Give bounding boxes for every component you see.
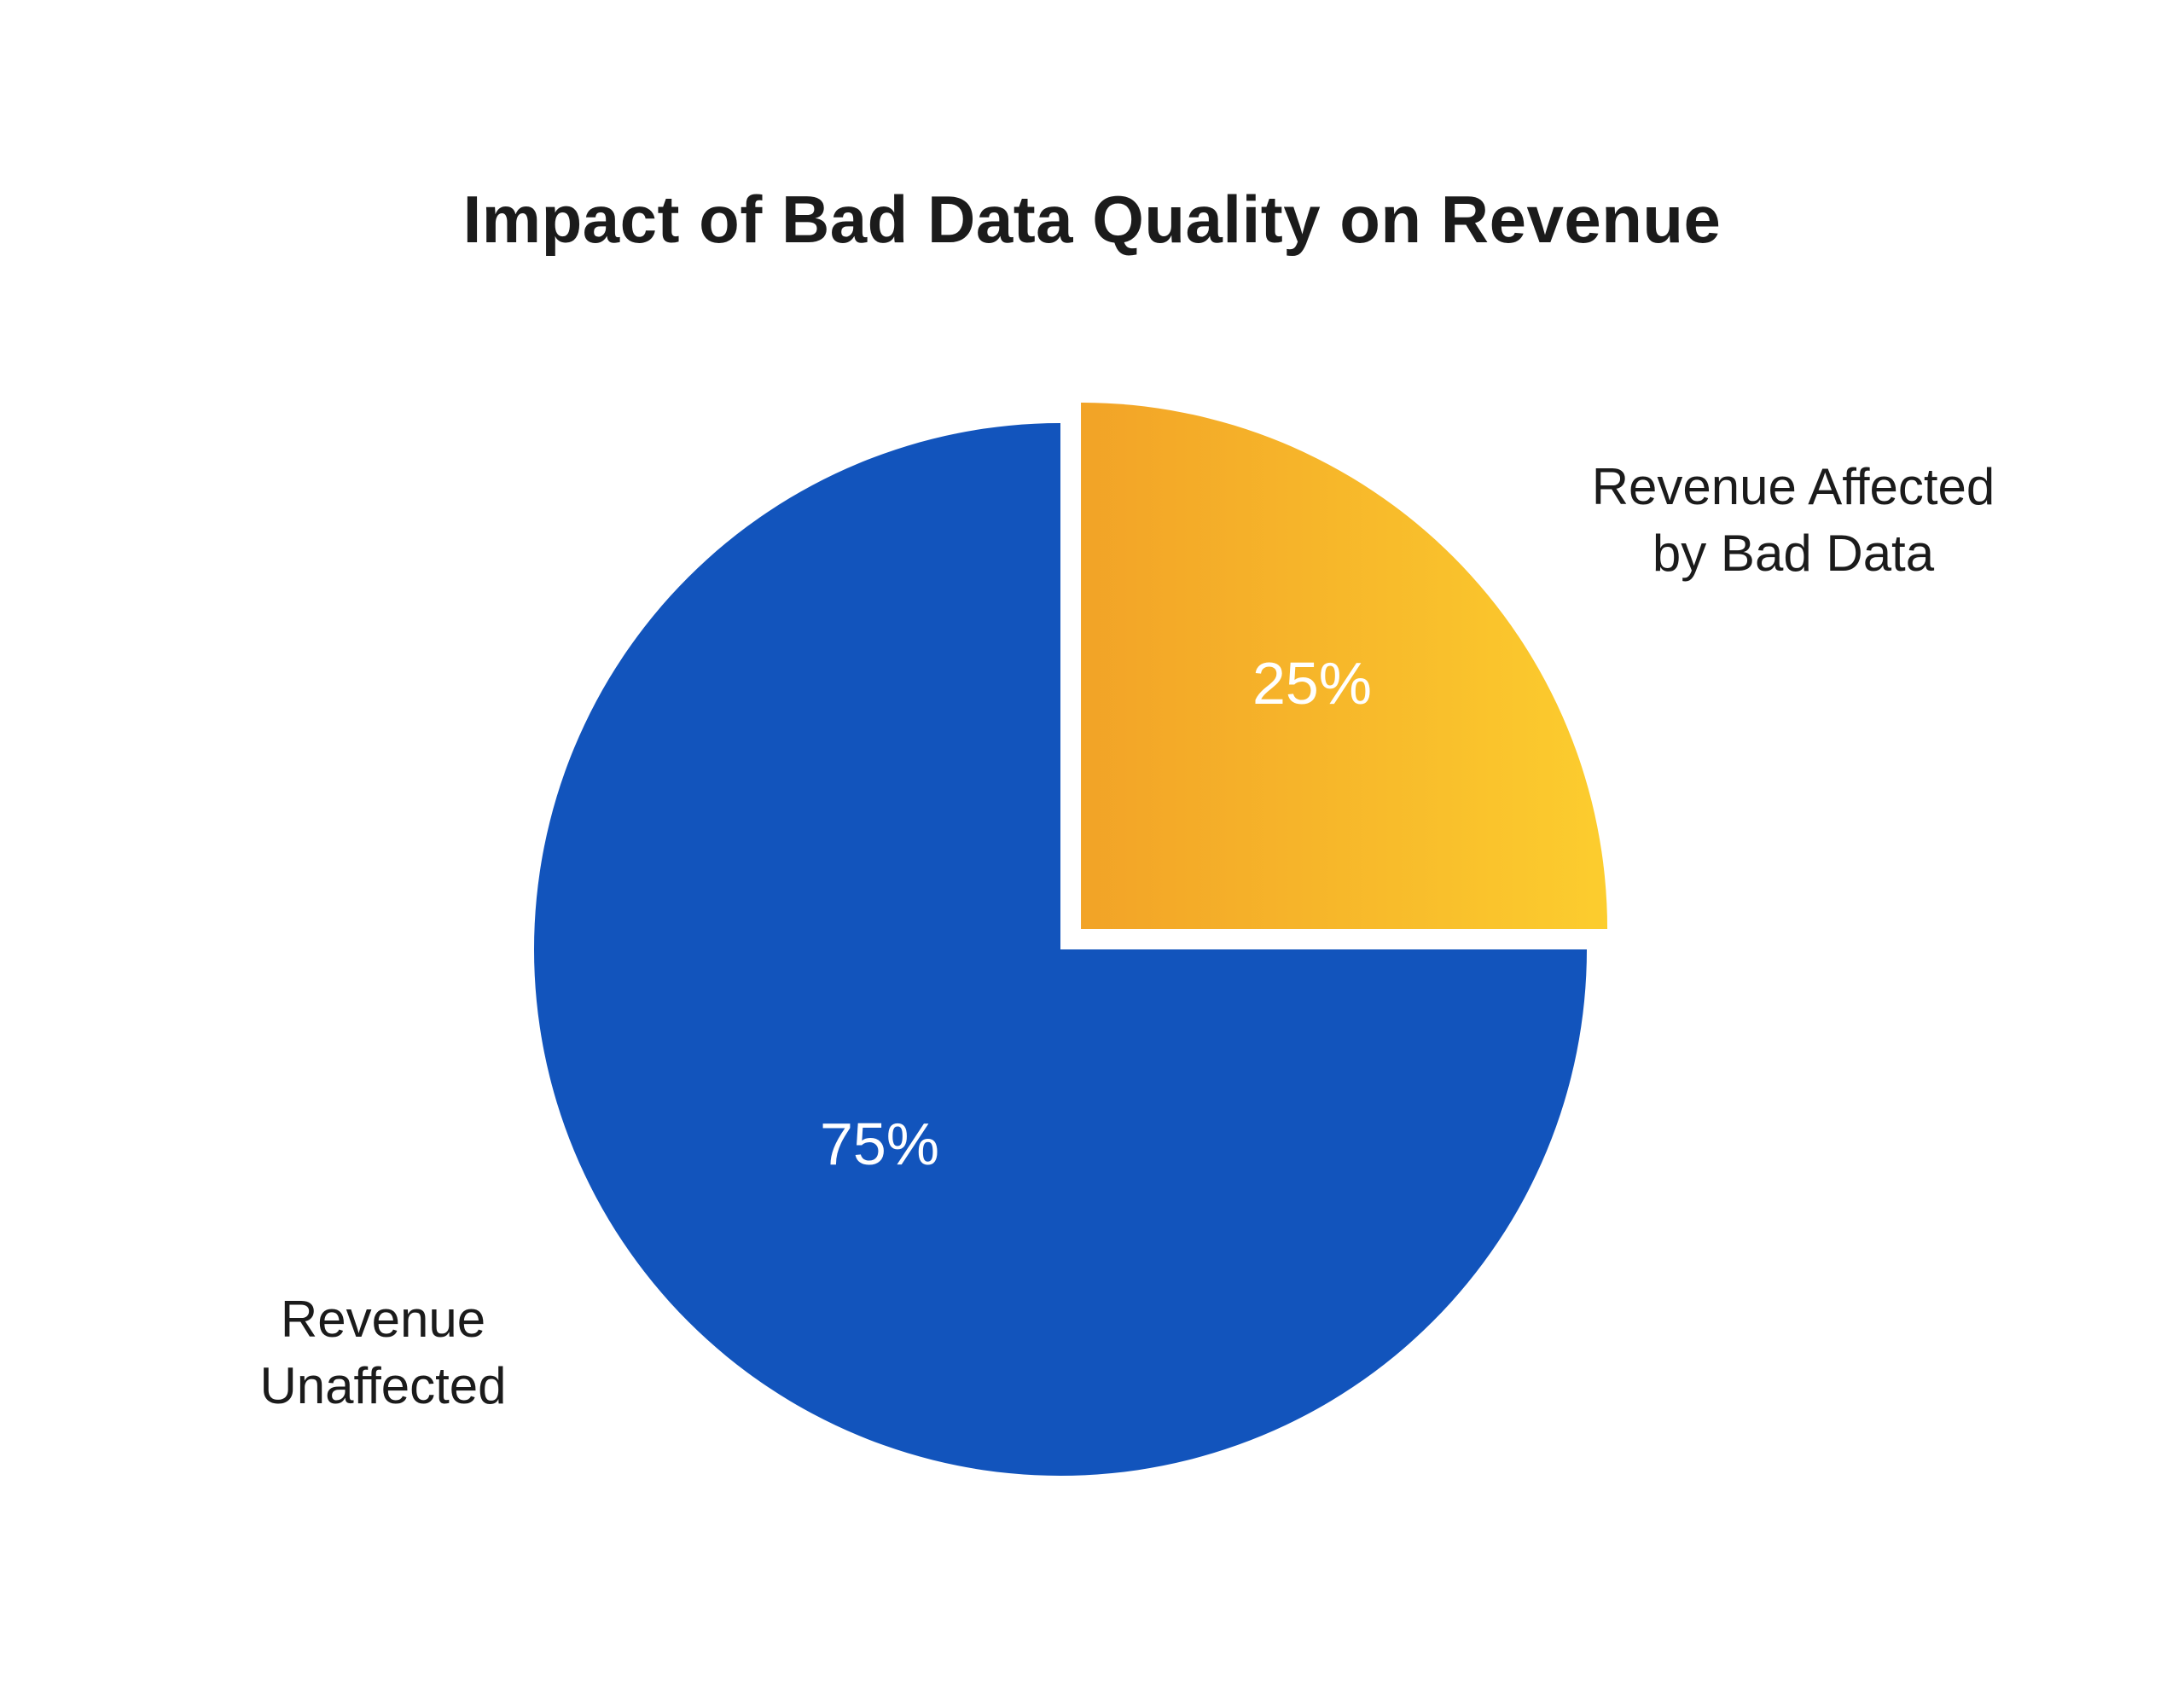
label-revenue-unaffected-line2: Unaffected — [259, 1357, 507, 1414]
label-revenue-affected-line2: by Bad Data — [1652, 525, 1935, 582]
label-revenue-affected-line1: Revenue Affected — [1591, 458, 1995, 515]
chart-title: Impact of Bad Data Quality on Revenue — [462, 182, 1722, 257]
label-revenue-unaffected-line1: Revenue — [280, 1291, 486, 1348]
slice-value-label-affected: 25% — [1252, 650, 1373, 717]
label-revenue-affected: Revenue Affected by Bad Data — [1592, 454, 1995, 587]
slice-revenue-unaffected — [534, 423, 1587, 1476]
label-revenue-unaffected: Revenue Unaffected — [259, 1286, 506, 1419]
slice-revenue-affected — [1081, 402, 1608, 929]
slice-value-label-unaffected: 75% — [819, 1111, 940, 1177]
